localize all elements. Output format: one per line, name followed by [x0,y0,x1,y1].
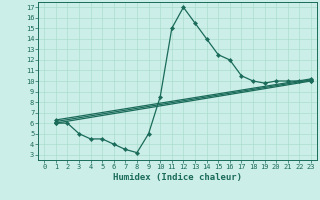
X-axis label: Humidex (Indice chaleur): Humidex (Indice chaleur) [113,173,242,182]
